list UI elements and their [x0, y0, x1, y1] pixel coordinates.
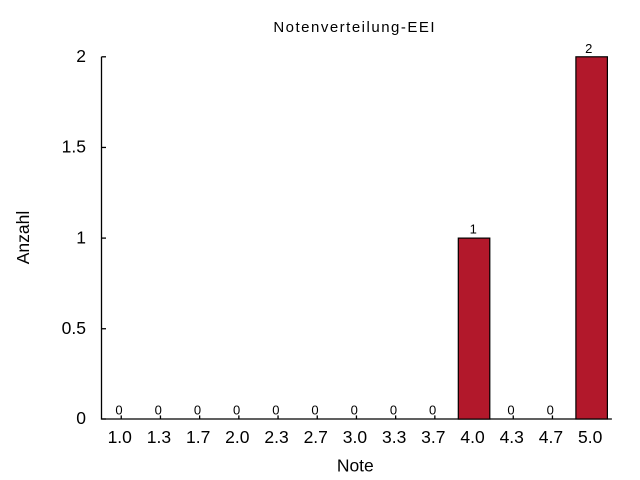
svg-text:0: 0 [390, 402, 397, 417]
svg-text:2.0: 2.0 [225, 427, 250, 447]
svg-text:Note: Note [337, 455, 374, 475]
svg-text:0: 0 [233, 402, 240, 417]
svg-text:0.5: 0.5 [62, 318, 86, 338]
svg-text:5.0: 5.0 [578, 427, 603, 447]
svg-text:0: 0 [547, 402, 554, 417]
svg-text:1.5: 1.5 [62, 137, 86, 157]
svg-text:0: 0 [115, 402, 122, 417]
svg-text:4.0: 4.0 [460, 427, 485, 447]
svg-text:1.7: 1.7 [186, 427, 210, 447]
svg-text:4.7: 4.7 [539, 427, 563, 447]
svg-text:0: 0 [429, 402, 436, 417]
svg-text:0: 0 [194, 402, 201, 417]
svg-text:0: 0 [311, 402, 318, 417]
svg-text:0: 0 [351, 402, 358, 417]
svg-text:1: 1 [76, 227, 86, 247]
svg-text:0: 0 [155, 402, 162, 417]
svg-text:3.7: 3.7 [421, 427, 445, 447]
svg-text:0: 0 [507, 402, 514, 417]
svg-text:2: 2 [585, 41, 592, 56]
svg-text:0: 0 [76, 408, 86, 428]
svg-text:1: 1 [470, 221, 477, 236]
svg-text:1.3: 1.3 [147, 427, 171, 447]
svg-text:1.0: 1.0 [108, 427, 133, 447]
svg-text:Anzahl: Anzahl [13, 211, 33, 265]
svg-text:0: 0 [272, 402, 279, 417]
svg-text:Notenverteilung-EEI: Notenverteilung-EEI [273, 19, 436, 36]
svg-text:3.0: 3.0 [343, 427, 368, 447]
svg-text:2: 2 [76, 46, 86, 66]
svg-text:4.3: 4.3 [500, 427, 524, 447]
svg-text:2.7: 2.7 [304, 427, 328, 447]
svg-text:3.3: 3.3 [382, 427, 406, 447]
svg-text:2.3: 2.3 [264, 427, 288, 447]
